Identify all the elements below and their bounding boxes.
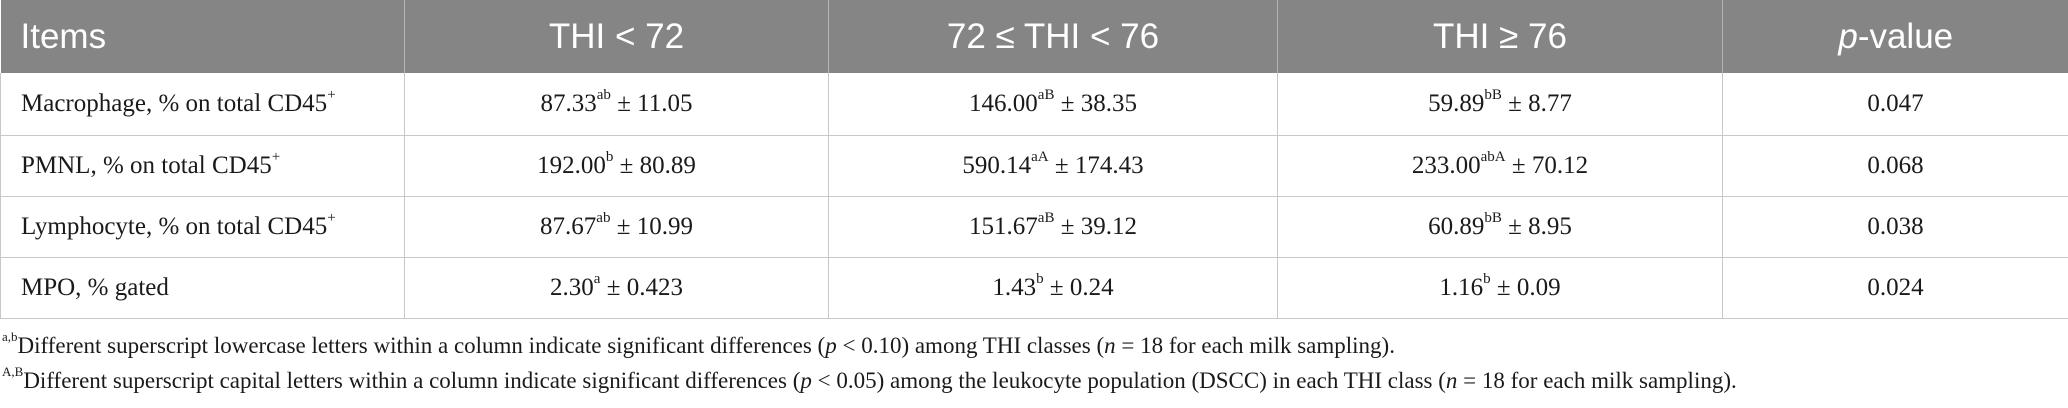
cell-sup: aB — [1037, 87, 1055, 104]
row-label-sup: + — [327, 210, 336, 227]
cell-value: 60.89 — [1428, 212, 1485, 240]
cell-sd: ± 39.12 — [1054, 212, 1137, 240]
footnote-n: n — [1104, 333, 1116, 358]
cell-value: 233.00 — [1411, 151, 1481, 179]
row-label-text: PMNL, % on total CD45 — [21, 151, 272, 179]
cell-sd: ± 10.99 — [610, 212, 693, 240]
p-value-cell: 0.038 — [1722, 196, 2068, 258]
p-value-cell: 0.068 — [1722, 135, 2068, 197]
footnote-p: p — [800, 368, 812, 393]
header-p-suffix: -value — [1857, 16, 1954, 56]
footnote-text: < 0.10) among THI classes ( — [836, 333, 1105, 358]
table-cell: 146.00aB ± 38.35 — [828, 73, 1278, 136]
cell-sup: ab — [596, 210, 611, 227]
cell-value: 87.33 — [540, 89, 597, 117]
footnote-capital: A,BDifferent superscript capital letters… — [0, 363, 2068, 398]
p-value-cell: 0.024 — [1722, 257, 2068, 319]
cell-sup: b — [605, 149, 614, 166]
cell-sd: ± 8.77 — [1501, 89, 1572, 117]
table-row: Macrophage, % on total CD45+ 87.33ab ± 1… — [0, 73, 2068, 136]
footnote-lowercase: a,bDifferent superscript lowercase lette… — [0, 328, 2068, 363]
cell-value: 59.89 — [1428, 89, 1485, 117]
cell-sd: ± 0.09 — [1490, 273, 1561, 301]
table-cell: 233.00abA ± 70.12 — [1277, 135, 1723, 197]
cell-sd: ± 174.43 — [1048, 151, 1144, 179]
row-label-sup: + — [327, 87, 336, 104]
row-label: MPO, % gated — [0, 257, 405, 319]
table-row: Lymphocyte, % on total CD45+ 87.67ab ± 1… — [0, 196, 2068, 258]
cell-value: 192.00 — [537, 151, 606, 179]
footnote-text: = 18 for each milk sampling). — [1457, 368, 1737, 393]
table-cell: 1.43b ± 0.24 — [828, 257, 1278, 319]
table-cell: 192.00b ± 80.89 — [404, 135, 829, 197]
footnote-text: Different superscript lowercase letters … — [17, 333, 826, 358]
cell-sd: ± 8.95 — [1501, 212, 1572, 240]
cell-sup: b — [1483, 271, 1491, 288]
cell-sd: ± 70.12 — [1505, 151, 1589, 179]
table-cell: 590.14aA ± 174.43 — [828, 135, 1278, 197]
header-thi-low: THI < 72 — [404, 0, 829, 73]
footnote-marker: a,b — [2, 329, 18, 345]
table-cell: 60.89bB ± 8.95 — [1277, 196, 1723, 258]
row-label-text: Macrophage, % on total CD45 — [21, 89, 328, 117]
cell-sd: ± 80.89 — [613, 151, 696, 179]
footnote-text: Different superscript capital letters wi… — [23, 368, 801, 393]
header-row: Items THI < 72 72 ≤ THI < 76 THI ≥ 76 p-… — [0, 0, 2068, 73]
cell-sd: ± 11.05 — [610, 89, 693, 117]
table-cell: 151.67aB ± 39.12 — [828, 196, 1278, 258]
row-label-text: Lymphocyte, % on total CD45 — [21, 212, 328, 240]
cell-value: 1.43 — [992, 273, 1037, 301]
header-p-letter: p — [1838, 16, 1858, 56]
header-items: Items — [20, 16, 107, 56]
cell-sd: ± 0.24 — [1043, 273, 1114, 301]
footnote-text: < 0.05) among the leukocyte population (… — [811, 368, 1446, 393]
footnote-text: = 18 for each milk sampling). — [1115, 333, 1395, 358]
row-label-sup: + — [271, 149, 281, 166]
cell-sup: b — [1036, 271, 1044, 288]
cell-value: 151.67 — [969, 212, 1038, 240]
row-label: Macrophage, % on total CD45+ — [0, 73, 405, 136]
row-label-text: MPO, % gated — [21, 273, 169, 301]
header-thi-mid: 72 ≤ THI < 76 — [828, 0, 1278, 73]
table-cell: 87.67ab ± 10.99 — [404, 196, 829, 258]
footnote-marker: A,B — [2, 364, 24, 380]
table-cell: 59.89bB ± 8.77 — [1277, 73, 1723, 136]
table-row: PMNL, % on total CD45+ 192.00b ± 80.89 5… — [0, 135, 2068, 197]
cell-value: 2.30 — [550, 273, 594, 301]
cell-value: 590.14 — [962, 151, 1032, 179]
cell-value: 87.67 — [540, 212, 597, 240]
header-thi-high: THI ≥ 76 — [1277, 0, 1723, 73]
cell-sup: ab — [596, 87, 611, 104]
cell-sup: abA — [1480, 149, 1506, 166]
row-label: PMNL, % on total CD45+ — [0, 135, 405, 197]
table-cell: 87.33ab ± 11.05 — [404, 73, 829, 136]
cell-sup: aA — [1031, 149, 1049, 166]
table-row: MPO, % gated 2.30a ± 0.423 1.43b ± 0.24 … — [0, 257, 2068, 319]
table-cell: 2.30a ± 0.423 — [404, 257, 829, 319]
table-cell: 1.16b ± 0.09 — [1277, 257, 1723, 319]
cell-sd: ± 0.423 — [600, 273, 683, 301]
cell-sup: a — [593, 271, 601, 288]
footnote-n: n — [1445, 368, 1458, 393]
footnotes: a,bDifferent superscript lowercase lette… — [0, 328, 2068, 398]
cell-value: 1.16 — [1439, 273, 1484, 301]
data-table: Items THI < 72 72 ≤ THI < 76 THI ≥ 76 p-… — [0, 0, 2068, 319]
p-value-cell: 0.047 — [1722, 73, 2068, 136]
footnote-p: p — [825, 333, 837, 358]
row-label: Lymphocyte, % on total CD45+ — [0, 196, 405, 258]
cell-sup: bB — [1484, 87, 1502, 104]
cell-value: 146.00 — [969, 89, 1038, 117]
cell-sd: ± 38.35 — [1054, 89, 1137, 117]
cell-sup: bB — [1484, 210, 1502, 227]
cell-sup: aB — [1037, 210, 1055, 227]
header-p-value: p-value — [1722, 0, 2068, 73]
